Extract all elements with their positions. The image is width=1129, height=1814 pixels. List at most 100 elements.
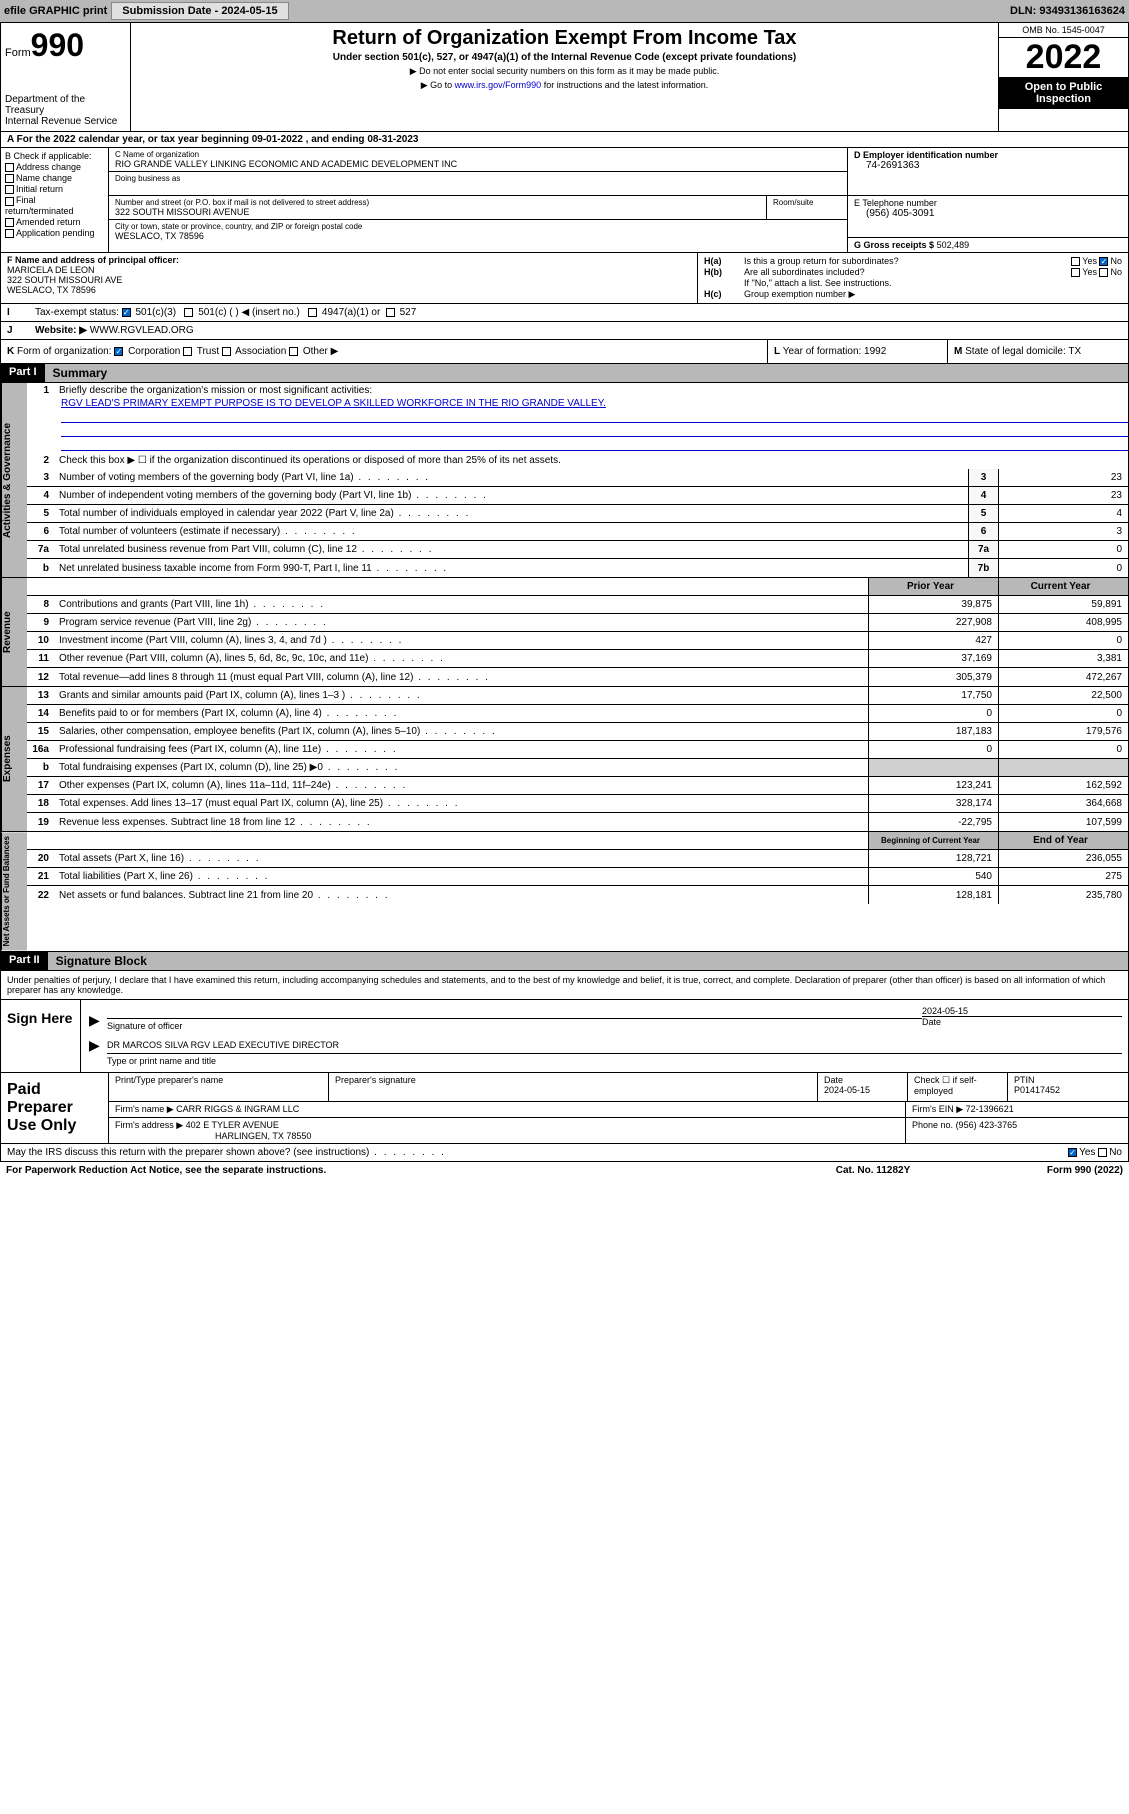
summary-line: 8Contributions and grants (Part VIII, li… <box>27 596 1128 614</box>
summary-line: 12Total revenue—add lines 8 through 11 (… <box>27 668 1128 686</box>
expenses-section: Expenses 13Grants and similar amounts pa… <box>0 687 1129 832</box>
summary-line: 14Benefits paid to or for members (Part … <box>27 705 1128 723</box>
gross-receipts: 502,489 <box>937 240 970 250</box>
summary-line: 15Salaries, other compensation, employee… <box>27 723 1128 741</box>
year-formation: Year of formation: 1992 <box>783 346 887 357</box>
chk-address-change[interactable]: Address change <box>5 162 104 172</box>
summary-line: 17Other expenses (Part IX, column (A), l… <box>27 777 1128 795</box>
begin-year-hdr: Beginning of Current Year <box>868 832 998 849</box>
footer: For Paperwork Reduction Act Notice, see … <box>0 1162 1129 1179</box>
hc-label: H(c) <box>704 289 744 300</box>
chk-name-change[interactable]: Name change <box>5 173 104 183</box>
row-a-tax-year: A For the 2022 calendar year, or tax yea… <box>0 132 1129 148</box>
chk-initial-return[interactable]: Initial return <box>5 184 104 194</box>
ha-yesno[interactable]: Yes No <box>1012 256 1122 266</box>
gross-label: G Gross receipts $ <box>854 240 934 250</box>
phone-value: (956) 405-3091 <box>854 208 1122 219</box>
officer-addr1: 322 SOUTH MISSOURI AVE <box>7 275 691 285</box>
chk-association[interactable] <box>222 347 231 356</box>
declaration: Under penalties of perjury, I declare th… <box>0 971 1129 1000</box>
hb-yesno[interactable]: Yes No <box>1012 267 1122 277</box>
chk-4947[interactable] <box>308 308 317 317</box>
firm-phone: (956) 423-3765 <box>956 1120 1018 1130</box>
cat-no: Cat. No. 11282Y <box>773 1165 973 1176</box>
form-footer: Form 990 (2022) <box>973 1165 1123 1176</box>
block-bcd: B Check if applicable: Address change Na… <box>0 148 1129 253</box>
summary-line: bTotal fundraising expenses (Part IX, co… <box>27 759 1128 777</box>
self-employed-chk[interactable]: Check ☐ if self-employed <box>908 1073 1008 1101</box>
prior-year-hdr: Prior Year <box>868 578 998 595</box>
firm-ein: 72-1396621 <box>966 1104 1014 1114</box>
summary-line: 9Program service revenue (Part VIII, lin… <box>27 614 1128 632</box>
section-f: F Name and address of principal officer:… <box>1 253 698 303</box>
website-url: WWW.RGVLEAD.ORG <box>90 325 194 336</box>
expenses-tab: Expenses <box>1 687 27 831</box>
summary-line: 18Total expenses. Add lines 13–17 (must … <box>27 795 1128 813</box>
preparer-label: Paid Preparer Use Only <box>1 1073 109 1143</box>
governance-section: Activities & Governance 1 Briefly descri… <box>0 383 1129 578</box>
netassets-section: Net Assets or Fund Balances Beginning of… <box>0 832 1129 951</box>
form-subtitle: Under section 501(c), 527, or 4947(a)(1)… <box>135 52 994 63</box>
officer-label: F Name and address of principal officer: <box>7 255 179 265</box>
form-title: Return of Organization Exempt From Incom… <box>135 27 994 50</box>
summary-line: 19Revenue less expenses. Subtract line 1… <box>27 813 1128 831</box>
phone-label: E Telephone number <box>854 198 1122 208</box>
sig-officer-label: Signature of officer <box>107 1021 922 1031</box>
chk-trust[interactable] <box>183 347 192 356</box>
chk-amended-return[interactable]: Amended return <box>5 217 104 227</box>
row-i: I Tax-exempt status: 501(c)(3) 501(c) ( … <box>0 304 1129 322</box>
hc-text: Group exemption number ▶ <box>744 289 1122 300</box>
revenue-tab: Revenue <box>1 578 27 686</box>
summary-line: 10Investment income (Part VIII, column (… <box>27 632 1128 650</box>
section-b: B Check if applicable: Address change Na… <box>1 148 109 252</box>
efile-label: efile GRAPHIC print <box>4 5 107 17</box>
discuss-row: May the IRS discuss this return with the… <box>0 1144 1129 1162</box>
chk-corporation[interactable] <box>114 347 123 356</box>
row-klm: K Form of organization: Corporation Trus… <box>0 340 1129 364</box>
governance-tab: Activities & Governance <box>1 383 27 577</box>
current-year-hdr: Current Year <box>998 578 1128 595</box>
chk-501c3[interactable] <box>122 308 131 317</box>
dept-treasury: Department of the Treasury <box>5 94 126 116</box>
ein-value: 74-2691363 <box>854 160 1122 171</box>
chk-application-pending[interactable]: Application pending <box>5 228 104 238</box>
ptin: P01417452 <box>1014 1085 1122 1095</box>
firm-addr2: HARLINGEN, TX 78550 <box>115 1131 899 1141</box>
sign-date: 2024-05-15 <box>922 1006 1122 1016</box>
hb-label: H(b) <box>704 267 744 277</box>
summary-line: bNet unrelated business taxable income f… <box>27 559 1128 577</box>
summary-line: 22Net assets or fund balances. Subtract … <box>27 886 1128 904</box>
summary-line: 5Total number of individuals employed in… <box>27 505 1128 523</box>
sign-here-block: Sign Here ▶ Signature of officer 2024-05… <box>0 1000 1129 1073</box>
discuss-yesno[interactable]: Yes No <box>1068 1147 1122 1158</box>
chk-501c[interactable] <box>184 308 193 317</box>
city-state-zip: WESLACO, TX 78596 <box>115 231 841 241</box>
summary-line: 7aTotal unrelated business revenue from … <box>27 541 1128 559</box>
chk-other[interactable] <box>289 347 298 356</box>
dln: DLN: 93493136163624 <box>1010 5 1125 17</box>
summary-line: 20Total assets (Part X, line 16)128,7212… <box>27 850 1128 868</box>
mission-text: RGV LEAD'S PRIMARY EXEMPT PURPOSE IS TO … <box>27 398 1128 409</box>
print-name-label: Type or print name and title <box>107 1056 1122 1066</box>
section-c: C Name of organization RIO GRANDE VALLEY… <box>109 148 848 252</box>
hb-note: If "No," attach a list. See instructions… <box>744 278 1122 288</box>
instruction-1: ▶ Do not enter social security numbers o… <box>135 66 994 77</box>
end-year-hdr: End of Year <box>998 832 1128 849</box>
prep-date: 2024-05-15 <box>824 1085 901 1095</box>
public-inspection: Open to Public Inspection <box>999 77 1128 109</box>
summary-line: 4Number of independent voting members of… <box>27 487 1128 505</box>
row-j: J Website: ▶ WWW.RGVLEAD.ORG <box>0 322 1129 340</box>
chk-527[interactable] <box>386 308 395 317</box>
section-h: H(a) Is this a group return for subordin… <box>698 253 1128 303</box>
city-label: City or town, state or province, country… <box>115 222 841 231</box>
paperwork-notice: For Paperwork Reduction Act Notice, see … <box>6 1165 773 1176</box>
sign-date-label: Date <box>922 1016 1122 1027</box>
section-b-header: B Check if applicable: <box>5 151 104 161</box>
firm-name: CARR RIGGS & INGRAM LLC <box>176 1104 299 1114</box>
topbar: efile GRAPHIC print Submission Date - 20… <box>0 0 1129 22</box>
netassets-tab: Net Assets or Fund Balances <box>1 832 27 950</box>
line2-text: Check this box ▶ ☐ if the organization d… <box>55 453 1128 468</box>
irs-link[interactable]: www.irs.gov/Form990 <box>455 80 542 90</box>
chk-final-return[interactable]: Final return/terminated <box>5 195 104 215</box>
officer-name: MARICELA DE LEON <box>7 265 691 275</box>
